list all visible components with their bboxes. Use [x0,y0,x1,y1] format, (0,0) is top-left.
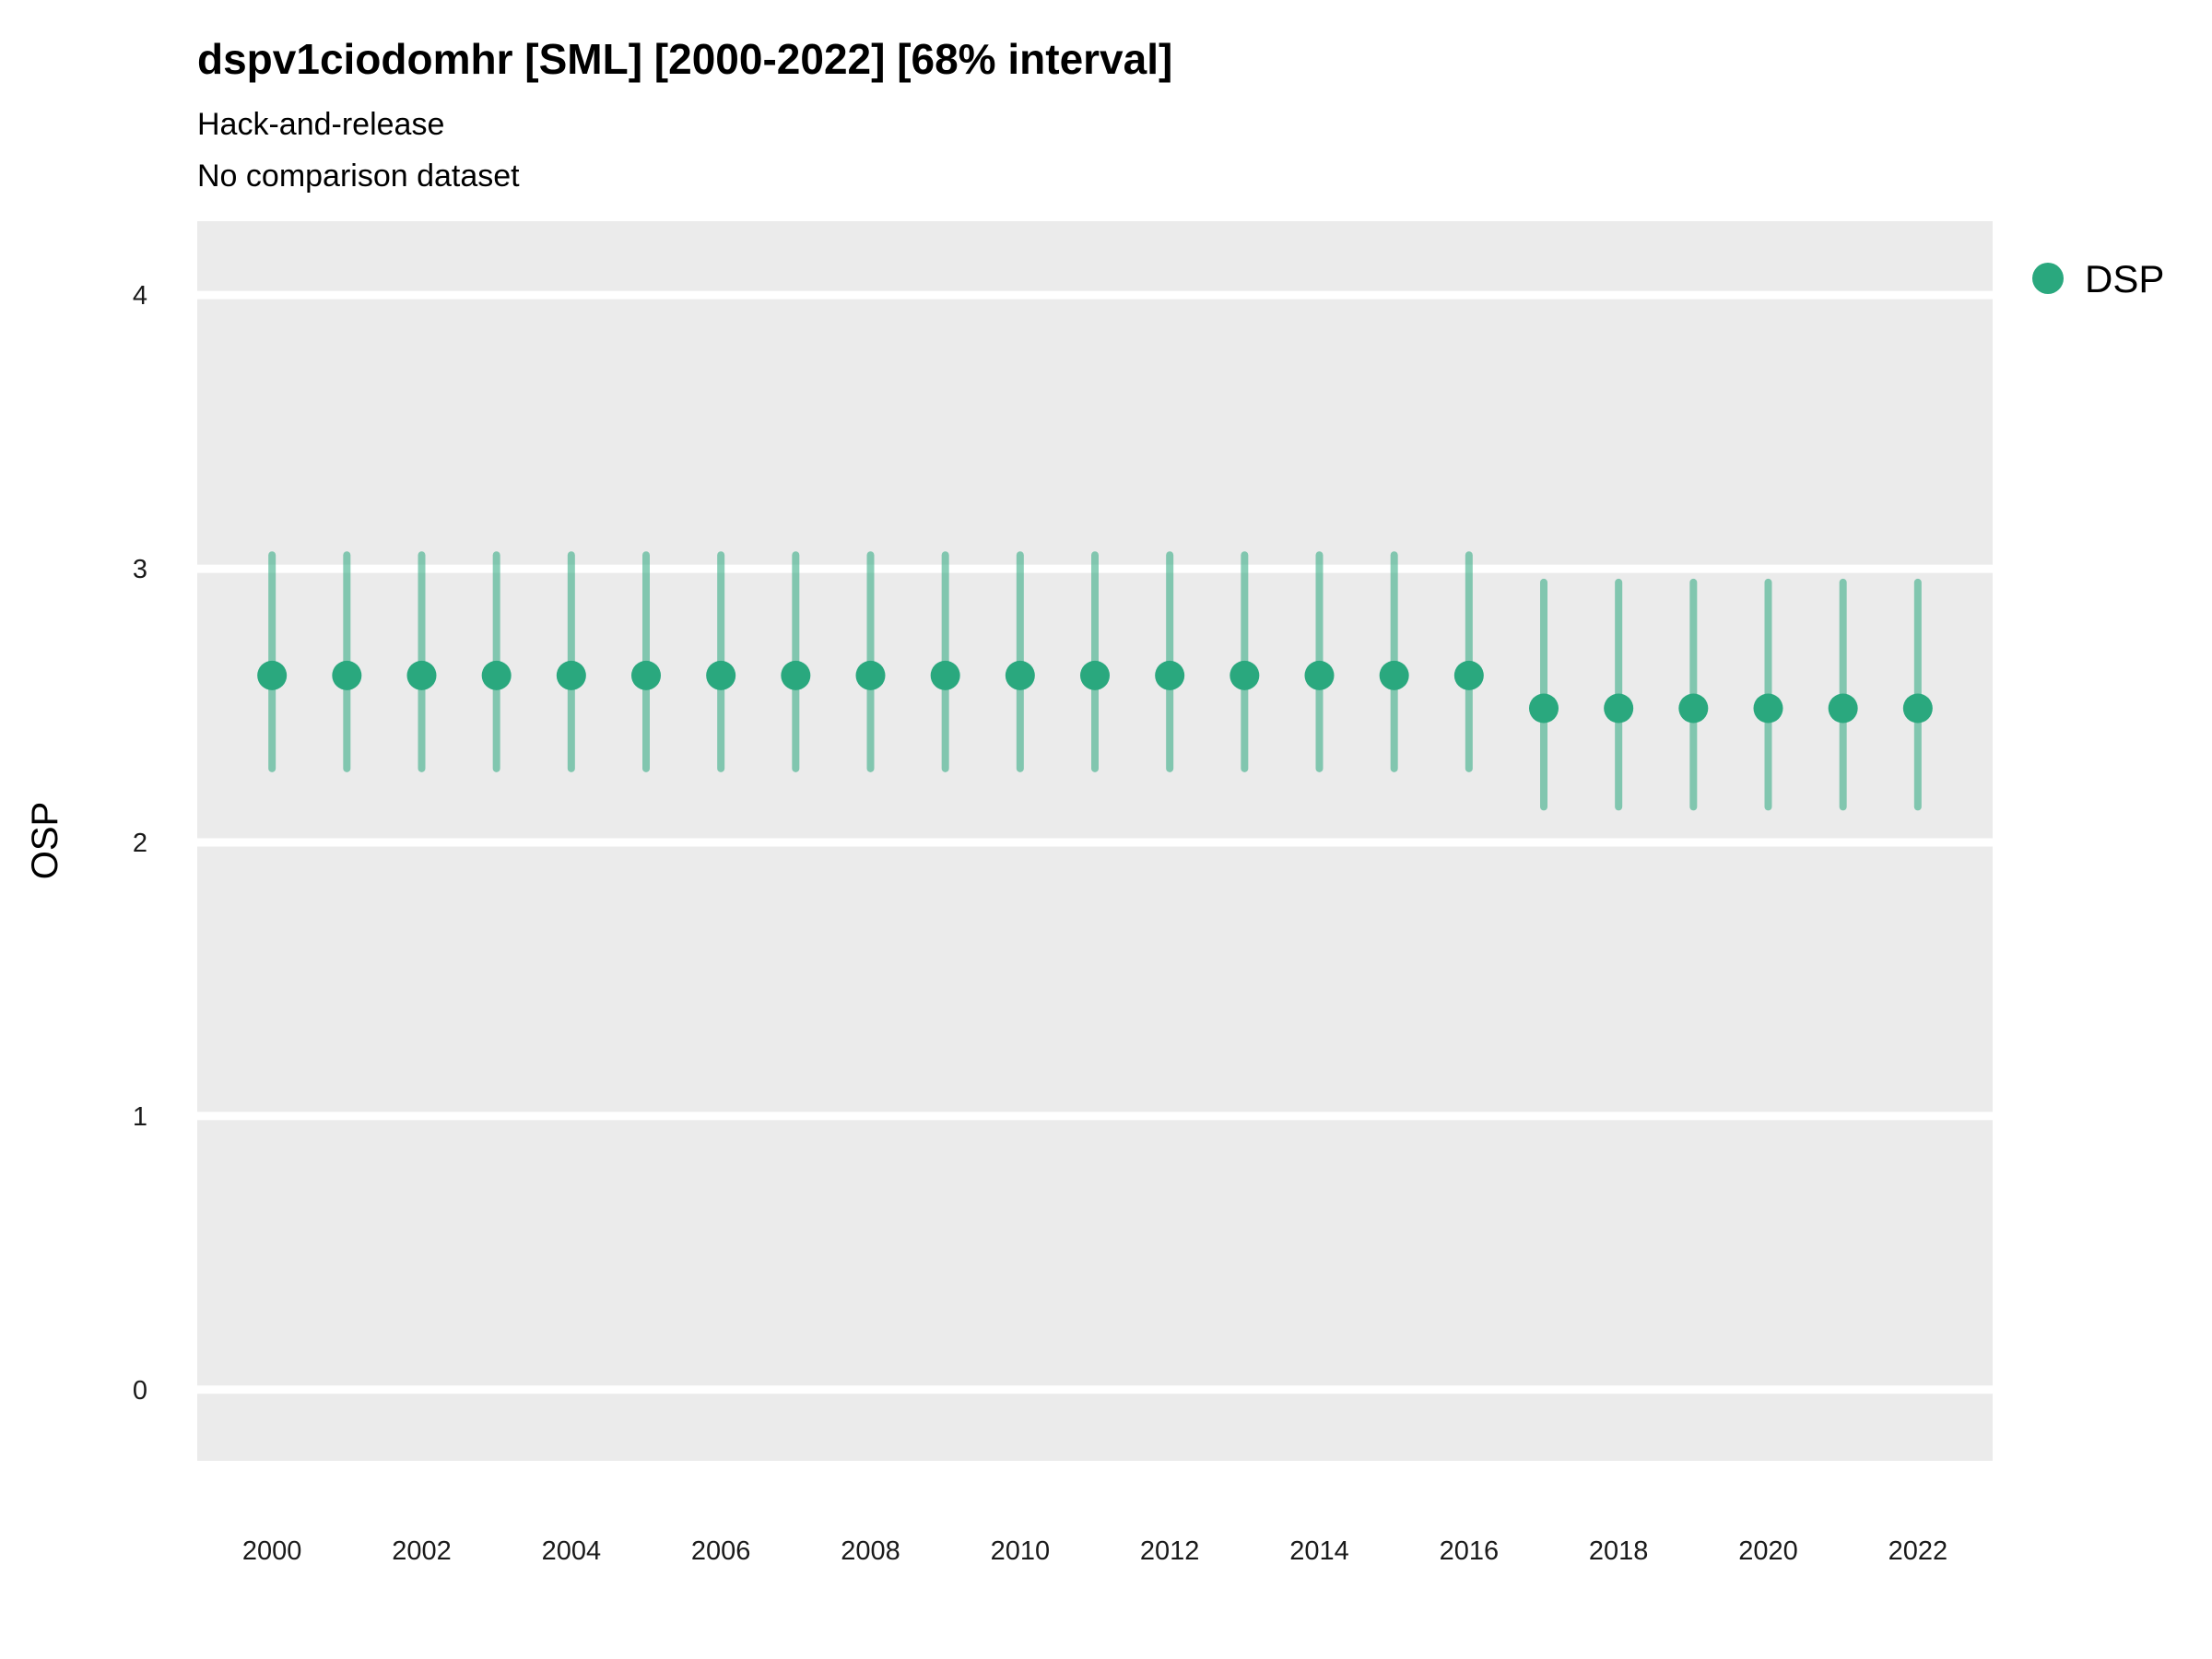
data-point [855,660,886,690]
y-tick-label: 1 [133,1102,147,1132]
x-tick-label: 2006 [691,1536,751,1566]
x-tick-label: 2012 [1140,1536,1200,1566]
y-tick-label: 3 [133,555,147,584]
data-point [1902,693,1933,724]
chart-subtitle-line1: Hack-and-release [197,107,444,142]
x-tick-label: 2008 [841,1536,900,1566]
x-tick-label: 2004 [542,1536,602,1566]
data-point [1230,660,1260,690]
data-point [332,660,362,690]
data-point [1529,693,1559,724]
data-point [1155,660,1185,690]
y-axis-tick-labels: 0 1 2 3 4 [133,281,147,1406]
data-point [781,660,811,690]
y-tick-label: 4 [133,281,147,311]
x-tick-label: 2014 [1289,1536,1349,1566]
data-point [1080,660,1110,690]
data-point [481,660,512,690]
legend-marker-icon [2032,263,2064,294]
x-tick-label: 2002 [392,1536,452,1566]
data-point [631,660,661,690]
data-point [1678,693,1709,724]
data-point [1828,693,1858,724]
data-point [1304,660,1335,690]
data-point [1005,660,1035,690]
x-tick-label: 2020 [1738,1536,1798,1566]
data-point [406,660,437,690]
y-tick-label: 2 [133,829,147,858]
data-point [706,660,736,690]
data-point [930,660,960,690]
x-tick-label: 2018 [1589,1536,1649,1566]
data-point [257,660,288,690]
y-tick-label: 0 [133,1376,147,1406]
y-axis-title: OSP [25,802,65,879]
data-point [1453,660,1484,690]
legend-label: DSP [2085,257,2164,300]
data-points [257,660,1933,724]
data-point [1604,693,1634,724]
data-point [1753,693,1783,724]
chart-subtitle-line2: No comparison dataset [197,159,520,194]
data-point [1379,660,1409,690]
legend: DSP [2032,257,2164,300]
x-tick-label: 2010 [991,1536,1051,1566]
data-point [556,660,586,690]
x-tick-label: 2016 [1440,1536,1500,1566]
x-tick-label: 2000 [242,1536,302,1566]
x-axis-tick-labels: 2000 2002 2004 2006 2008 2010 2012 2014 2016 2018… [242,1536,1947,1566]
x-tick-label: 2022 [1888,1536,1948,1566]
chart-title: dspv1ciodomhr [SML] [2000-2022] [68% int… [197,35,1172,83]
